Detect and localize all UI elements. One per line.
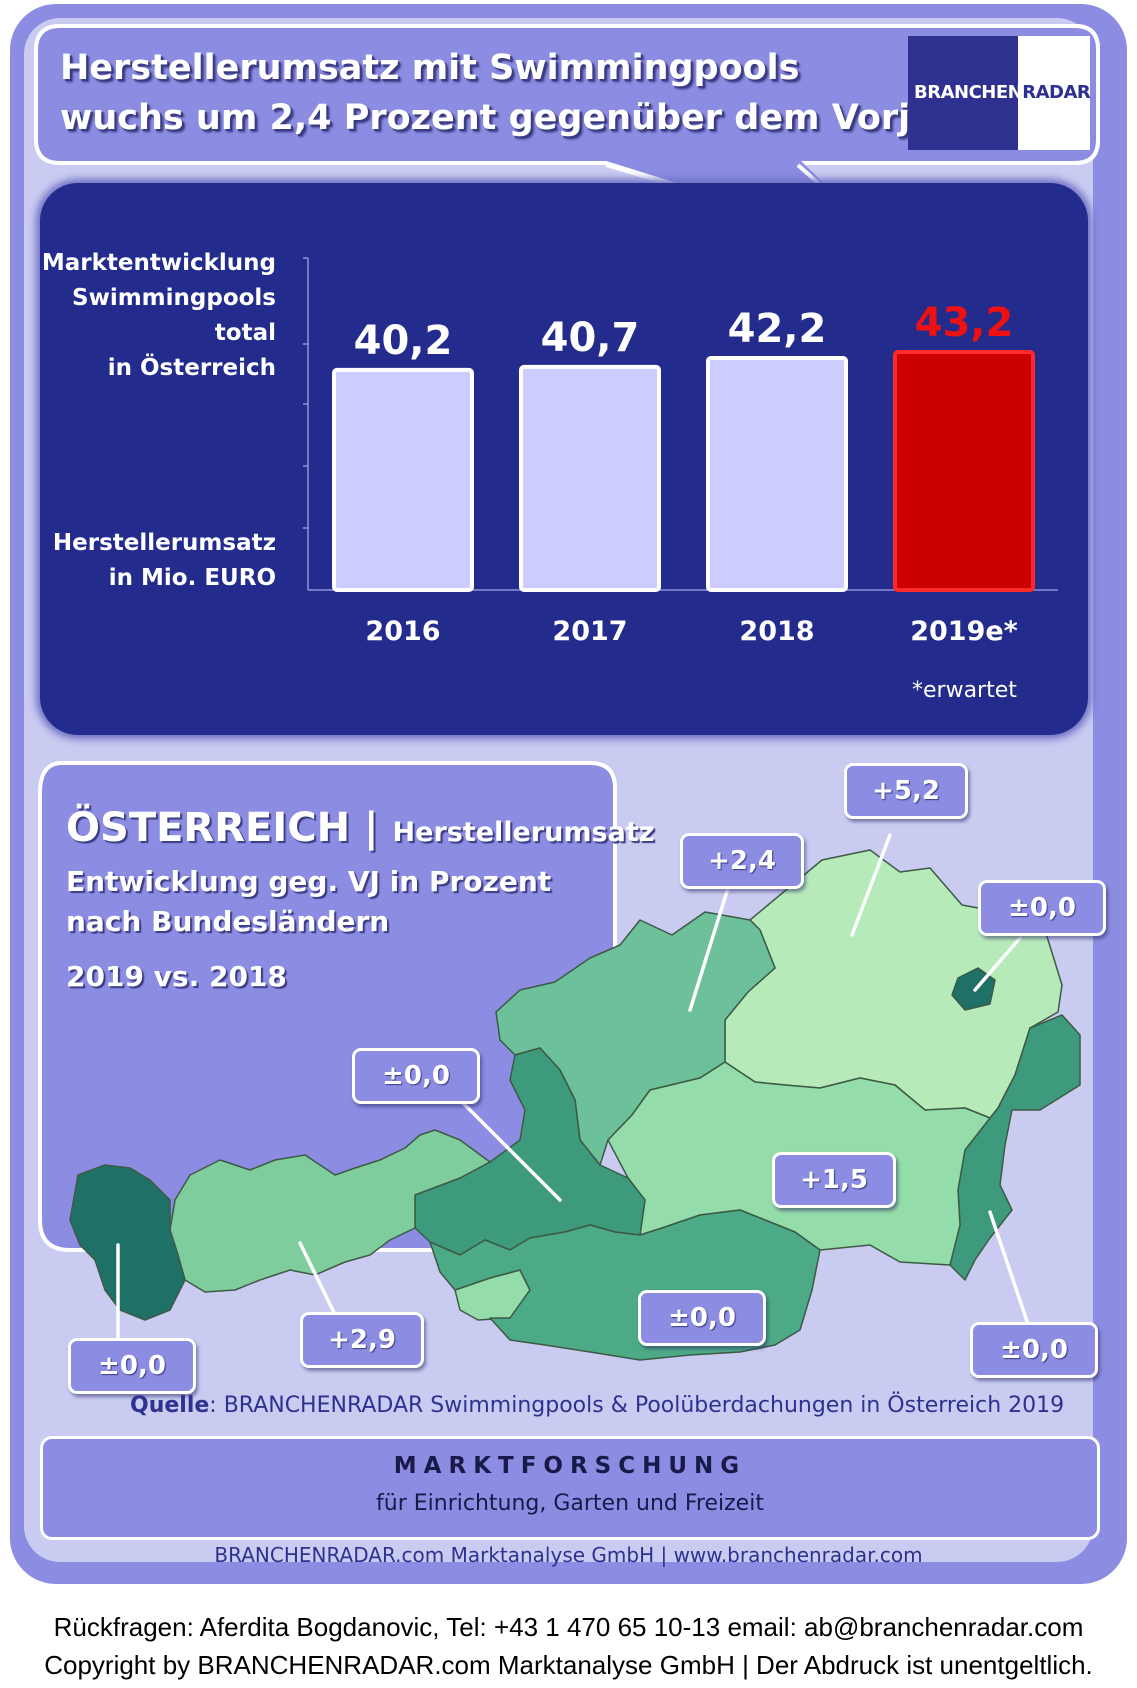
callout-vorarlberg: ±0,0 (68, 1338, 196, 1394)
callout-wien: ±0,0 (978, 880, 1106, 936)
region-vorarlberg (69, 1164, 186, 1321)
map-title-main: ÖSTERREICH (66, 805, 351, 851)
company-line: BRANCHENRADAR.com Marktanalyse GmbH | ww… (214, 1543, 923, 1567)
brand-logo: BRANCHENRADAR (908, 36, 1091, 150)
map-bubble (38, 761, 617, 1252)
left-label-line: Marktentwicklung (41, 250, 276, 276)
callout-niederoesterreich: +5,2 (844, 763, 968, 819)
callout-tirol: +2,9 (300, 1312, 424, 1368)
bar-value-label: 43,2 (915, 300, 1014, 346)
footer-box: MARKTFORSCHUNG für Einrichtung, Garten u… (40, 1436, 1100, 1540)
map-subtitle-1: Entwicklung geg. VJ in Prozent (66, 865, 552, 898)
x-tick-label: 2017 (552, 616, 627, 647)
copyright-line: Copyright by BRANCHENRADAR.com Marktanal… (44, 1650, 1093, 1680)
callout-burgenland: ±0,0 (970, 1322, 1098, 1378)
headline-line-2: wuchs um 2,4 Prozent gegenüber dem Vorja… (60, 98, 976, 138)
source-label: Quelle (130, 1393, 210, 1418)
chart-footnote: *erwartet (912, 678, 1017, 703)
logo-part-2: RADAR (1022, 82, 1091, 103)
callout-kaernten: ±0,0 (638, 1290, 766, 1346)
callout-salzburg: ±0,0 (352, 1048, 480, 1104)
left-label-line: total (214, 320, 276, 346)
bar-chart: 40,2 2016 40,7 2017 42,2 2018 43,2 2019e* (303, 257, 1058, 647)
map-year-compare: 2019 vs. 2018 (66, 960, 287, 993)
chart-left-label-bottom: Herstellerumsatz in Mio. EURO (53, 526, 276, 596)
bar-value-label: 42,2 (728, 306, 827, 352)
source-line: Quelle: BRANCHENRADAR Swimmingpools & Po… (130, 1393, 1064, 1418)
x-tick-label: 2018 (739, 616, 814, 647)
x-tick-label: 2019e* (910, 616, 1018, 647)
contact-line: Rückfragen: Aferdita Bogdanovic, Tel: +4… (53, 1612, 1084, 1642)
bar-2016 (332, 367, 474, 592)
chart-bars: 40,2 2016 40,7 2017 42,2 2018 43,2 2019e* (332, 300, 1035, 647)
x-tick-label: 2016 (365, 616, 440, 647)
y-axis-label-line: in Mio. EURO (108, 565, 276, 591)
map-title-sub: Herstellerumsatz (392, 817, 655, 848)
map-subtitle-2: nach Bundesländern (66, 905, 390, 938)
bar-value-label: 40,7 (541, 315, 640, 361)
footer-title: MARKTFORSCHUNG (393, 1453, 747, 1479)
logo-blue-block (908, 36, 1018, 150)
bar-2019e* (893, 350, 1035, 592)
callout-steiermark: +1,5 (772, 1152, 896, 1208)
logo-part-1: BRANCHEN (914, 82, 1023, 103)
bar-value-label: 40,2 (354, 318, 453, 364)
left-label-line: Swimmingpools (72, 285, 276, 311)
logo-text: BRANCHENRADAR (914, 82, 1091, 103)
map-title-separator: | (350, 805, 393, 851)
headline-line-1: Herstellerumsatz mit Swimmingpools (60, 48, 800, 88)
callout-oberoesterreich: +2,4 (680, 833, 804, 889)
bar-2017 (519, 364, 661, 592)
left-label-line: in Österreich (107, 355, 276, 381)
source-text: : BRANCHENRADAR Swimmingpools & Poolüber… (209, 1393, 1065, 1418)
y-axis-label-line: Herstellerumsatz (52, 530, 276, 556)
region-tirol (169, 1129, 491, 1293)
bar-2018 (706, 355, 848, 593)
chart-left-label-top: Marktentwicklung Swimmingpools total in … (42, 246, 276, 386)
map-title: ÖSTERREICH | Herstellerumsatz (66, 805, 654, 851)
footer-subtitle: für Einrichtung, Garten und Freizeit (376, 1491, 764, 1516)
